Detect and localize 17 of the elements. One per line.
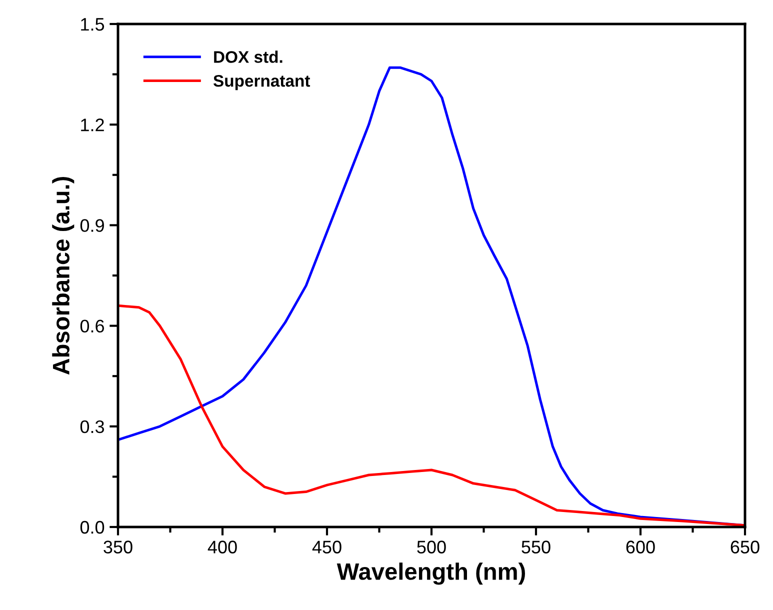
- y-tick-label: 1.5: [81, 18, 104, 31]
- x-tick-label: 600: [626, 540, 655, 554]
- x-tick-label: 450: [312, 540, 342, 554]
- y-tick-label: 1.2: [81, 118, 104, 132]
- legend-label: DOX std.: [214, 50, 282, 63]
- x-tick-label: 350: [104, 540, 132, 554]
- x-tick-label: 500: [417, 540, 446, 554]
- x-tick-label: 400: [208, 540, 237, 554]
- y-tick-label: 0.3: [80, 420, 104, 434]
- x-tick-label: 650: [730, 540, 760, 554]
- y-tick-label: 0.6: [80, 320, 104, 333]
- y-tick-label: 0.0: [80, 520, 104, 534]
- x-tick-label: 550: [522, 540, 550, 554]
- legend-label: Supernatant: [213, 74, 310, 90]
- y-tick-label: 0.9: [80, 219, 104, 232]
- x-axis-title: Wavelength (nm): [336, 562, 525, 585]
- y-axis-title: Absorbance (a.u.): [52, 176, 74, 375]
